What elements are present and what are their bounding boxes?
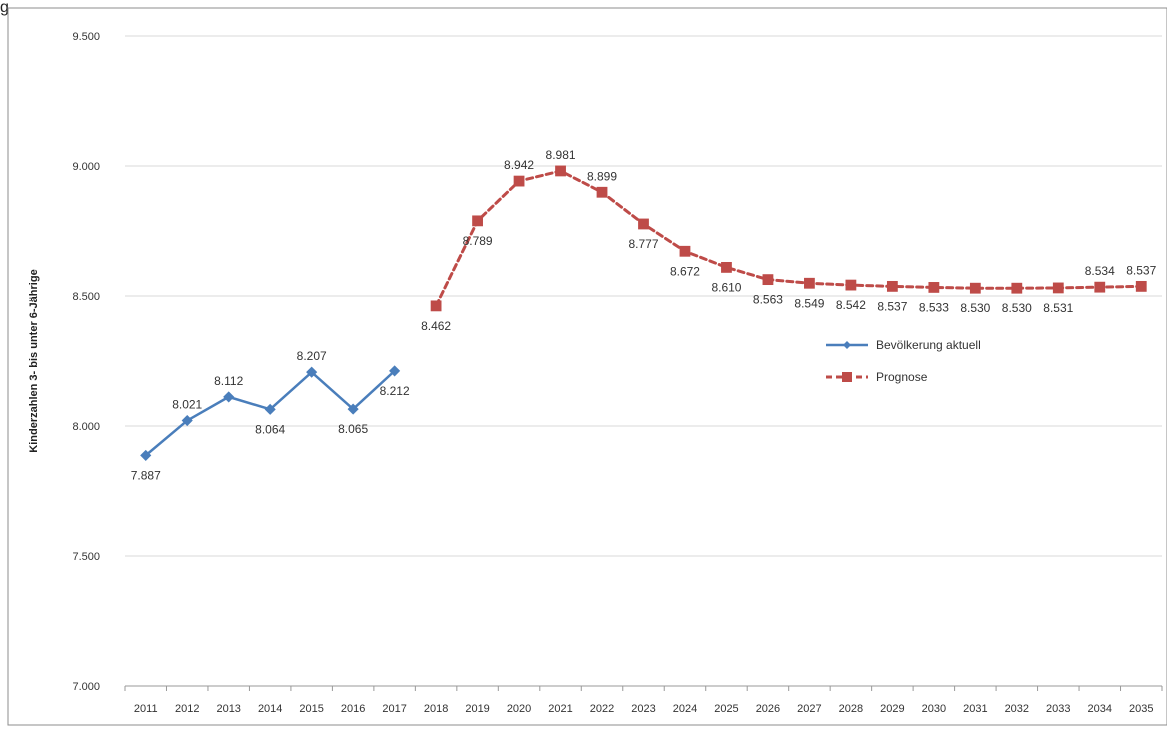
data-point-prognose — [596, 186, 608, 198]
data-label-prognose: 8.531 — [1043, 301, 1073, 315]
x-tick-label: 2031 — [963, 703, 987, 715]
data-label-bevoelkerung-aktuell: 8.212 — [380, 384, 410, 398]
x-tick-label: 2024 — [673, 703, 697, 715]
data-label-bevoelkerung-aktuell: 8.112 — [214, 374, 243, 388]
data-label-bevoelkerung-aktuell: 8.207 — [297, 349, 327, 363]
data-label-layer: 7.887 8.021 8.112 8.064 8.207 8.065 8.212 8.462… — [131, 148, 1157, 482]
data-label-prognose: 8.942 — [504, 158, 534, 172]
data-point-prognose — [1052, 282, 1064, 294]
data-point-prognose — [928, 282, 940, 293]
data-label-bevoelkerung-aktuell: 8.021 — [172, 398, 202, 412]
data-point-bevoelkerung-aktuell — [264, 403, 276, 415]
data-label-prognose: 8.981 — [546, 148, 576, 162]
x-tick-label: 2020 — [507, 703, 531, 715]
axis-layer: 7.000 7.500 8.000 8.500 9.000 9.500 2011 2012 20… — [28, 31, 1163, 715]
data-point-prognose — [513, 175, 525, 187]
data-point-bevoelkerung-aktuell — [389, 365, 401, 377]
legend-marker-prognose — [842, 372, 852, 382]
x-tick-label: 2033 — [1046, 703, 1070, 715]
y-tick-label: 8.000 — [72, 421, 100, 433]
data-point-prognose — [555, 165, 566, 177]
data-point-bevoelkerung-aktuell — [306, 366, 318, 378]
data-label-prognose: 8.672 — [670, 264, 700, 278]
y-tick-label: 9.000 — [72, 161, 100, 173]
data-point-prognose — [969, 282, 981, 294]
x-tick-label: 2015 — [299, 703, 323, 715]
x-tick-label: 2023 — [631, 703, 655, 715]
data-label-prognose: 8.533 — [919, 300, 949, 314]
data-label-bevoelkerung-aktuell: 8.064 — [255, 422, 285, 436]
y-axis-title: Kinderzahlen 3- bis unter 6-Jährige — [28, 269, 40, 452]
data-point-bevoelkerung-aktuell — [223, 391, 235, 403]
data-label-prognose: 8.777 — [628, 237, 658, 251]
x-tick-label: 2030 — [922, 703, 946, 715]
data-point-bevoelkerung-aktuell — [347, 403, 359, 415]
data-point-prognose — [430, 300, 442, 312]
data-label-prognose: 8.537 — [1126, 263, 1156, 277]
data-point-prognose — [1135, 280, 1147, 292]
data-label-prognose: 8.899 — [587, 169, 617, 183]
x-tick-label: 2011 — [134, 703, 158, 715]
y-tick-label: 9.500 — [72, 31, 100, 43]
series-layer — [140, 165, 1147, 461]
legend: Bevölkerung aktuell Prognose — [826, 338, 981, 384]
data-label-prognose: 8.789 — [463, 234, 493, 248]
data-point-prognose — [679, 245, 691, 257]
data-label-prognose: 8.549 — [794, 296, 824, 310]
x-tick-label: 2016 — [341, 703, 365, 715]
x-tick-label: 2029 — [880, 703, 904, 715]
data-label-prognose: 8.530 — [1002, 301, 1032, 315]
x-tick-label: 2021 — [548, 703, 572, 715]
x-tick-label: 2014 — [258, 703, 282, 715]
x-tick-label: 2019 — [465, 703, 489, 715]
x-tick-label: 2013 — [216, 703, 240, 715]
data-point-prognose — [721, 261, 732, 273]
data-label-prognose: 8.537 — [877, 299, 907, 313]
y-tick-label: 7.500 — [72, 551, 100, 563]
legend-marker-bevoelkerung-aktuell — [843, 341, 851, 349]
x-tick-label: 2027 — [797, 703, 821, 715]
data-point-prognose — [472, 215, 483, 227]
x-tick-label: 2017 — [382, 703, 406, 715]
data-point-prognose — [762, 274, 774, 286]
data-point-prognose — [1011, 282, 1023, 294]
page-title-fragment: g — [0, 0, 9, 16]
data-point-prognose — [1094, 281, 1106, 293]
data-label-bevoelkerung-aktuell: 7.887 — [131, 468, 161, 482]
data-point-bevoelkerung-aktuell — [140, 449, 152, 461]
data-point-prognose — [845, 279, 857, 291]
x-tick-label: 2035 — [1129, 703, 1153, 715]
x-tick-label: 2025 — [714, 703, 738, 715]
data-label-prognose: 8.610 — [711, 280, 741, 294]
data-point-prognose — [886, 280, 898, 292]
chart-area-border — [7, 7, 1167, 726]
x-tick-label: 2026 — [756, 703, 780, 715]
data-point-prognose — [804, 277, 815, 289]
legend-label-bevoelkerung-aktuell: Bevölkerung aktuell — [876, 338, 981, 352]
x-tick-label: 2022 — [590, 703, 614, 715]
data-label-bevoelkerung-aktuell: 8.065 — [338, 422, 368, 436]
y-tick-label: 7.000 — [72, 681, 100, 693]
data-label-prognose: 8.563 — [753, 293, 783, 307]
y-tick-label: 8.500 — [72, 291, 100, 303]
x-tick-label: 2018 — [424, 703, 448, 715]
x-tick-label: 2028 — [839, 703, 863, 715]
data-label-prognose: 8.530 — [960, 301, 990, 315]
legend-label-prognose: Prognose — [876, 370, 928, 384]
data-point-bevoelkerung-aktuell — [181, 414, 193, 427]
x-tick-label: 2032 — [1005, 703, 1029, 715]
series-line-prognose — [434, 169, 1143, 308]
data-label-prognose: 8.462 — [421, 319, 451, 333]
data-label-prognose: 8.534 — [1085, 264, 1115, 278]
x-tick-label: 2012 — [175, 703, 199, 715]
data-point-prognose — [638, 218, 649, 230]
x-tick-label: 2034 — [1088, 703, 1112, 715]
data-label-prognose: 8.542 — [836, 298, 866, 312]
